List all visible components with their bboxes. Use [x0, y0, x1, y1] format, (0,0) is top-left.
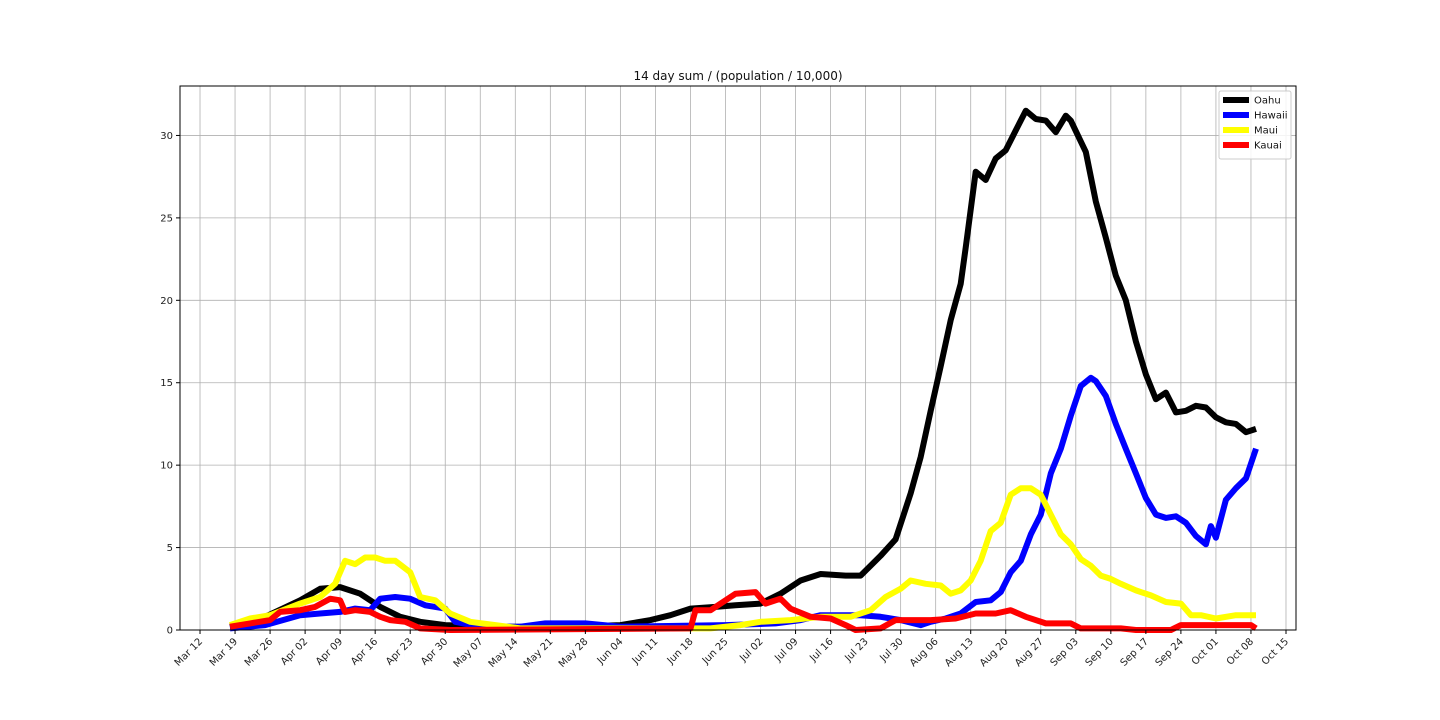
x-tick-label: Mar 19 — [208, 636, 240, 668]
x-tick-label: Jul 23 — [842, 636, 870, 664]
x-tick-label: Jun 18 — [665, 636, 696, 667]
x-tick-label: Sep 17 — [1119, 636, 1151, 668]
x-tick-label: Jun 11 — [630, 636, 661, 667]
x-tick-label: Apr 02 — [279, 636, 310, 667]
legend: Oahu Hawaii Maui Kauai — [1218, 90, 1292, 160]
legend-label-hawaii: Hawaii — [1254, 111, 1288, 122]
chart-title: 14 day sum / (population / 10,000) — [633, 69, 842, 83]
y-tick-label: 20 — [160, 296, 173, 307]
x-tick-label: Jul 02 — [737, 636, 765, 664]
x-tick-label: Aug 13 — [943, 636, 976, 669]
x-tick-label: Jul 16 — [807, 636, 835, 664]
x-tick-label: Apr 09 — [314, 636, 345, 667]
x-tick-label: Mar 12 — [173, 636, 205, 668]
y-tick-label: 30 — [160, 131, 173, 142]
x-tick-label: Aug 06 — [908, 636, 941, 669]
x-tick-label: Oct 01 — [1190, 636, 1221, 667]
x-tick-label: Apr 30 — [419, 636, 450, 667]
x-tick-label: Apr 16 — [349, 636, 380, 667]
x-tick-label: Aug 20 — [978, 636, 1011, 669]
x-tick-label: May 14 — [487, 636, 521, 670]
plot-frame — [179, 85, 1297, 631]
y-tick-label: 0 — [167, 626, 173, 637]
series-line-kauai — [229, 589, 1258, 633]
series-group — [229, 107, 1259, 633]
y-tick-label: 10 — [160, 461, 173, 472]
x-tick-label: Sep 03 — [1049, 636, 1081, 668]
x-tick-label: Sep 24 — [1154, 636, 1186, 668]
y-tick-label: 15 — [160, 378, 173, 389]
y-tick-label: 5 — [167, 543, 173, 554]
y-tick-label: 25 — [160, 213, 173, 224]
series-line-hawaii — [229, 374, 1259, 632]
x-tick-label: Jul 30 — [878, 636, 906, 664]
series-line-maui — [229, 485, 1256, 632]
x-tick-label: Apr 23 — [384, 636, 415, 667]
x-tick-label: May 28 — [557, 636, 591, 670]
x-tick-label: Mar 26 — [243, 636, 275, 668]
x-tick-label: Oct 15 — [1260, 636, 1291, 667]
x-tick-label: Jun 25 — [700, 636, 731, 667]
legend-label-oahu: Oahu — [1254, 96, 1281, 107]
x-tick-label: Aug 27 — [1013, 636, 1046, 669]
x-tick-label: May 07 — [452, 636, 486, 670]
x-tick-label: Jul 09 — [772, 636, 800, 664]
x-tick-label: Jun 04 — [595, 636, 626, 667]
grid — [180, 86, 1296, 631]
x-tick-label: May 21 — [522, 636, 556, 670]
series-line-oahu — [229, 107, 1257, 630]
x-tick-label: Oct 08 — [1225, 636, 1256, 667]
legend-label-kauai: Kauai — [1254, 141, 1282, 152]
legend-label-maui: Maui — [1254, 126, 1278, 137]
x-tick-label: Sep 10 — [1084, 636, 1116, 668]
